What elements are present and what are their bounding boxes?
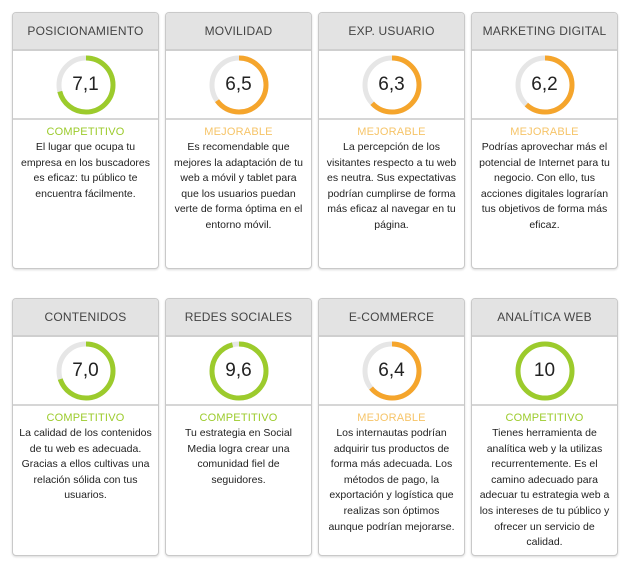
status-label: COMPETITIVO xyxy=(199,412,278,424)
score-gauge: 6,2 xyxy=(472,51,617,120)
score-card: E-COMMERCE 6,4 MEJORABLE Los internautas… xyxy=(318,298,465,556)
status-label: MEJORABLE xyxy=(204,126,273,138)
card-description: El lugar que ocupa tu empresa en los bus… xyxy=(21,141,150,200)
score-gauge: 7,0 xyxy=(13,337,158,406)
card-title: POSICIONAMIENTO xyxy=(13,13,158,51)
card-description: Podrías aprovechar más el potencial de I… xyxy=(479,141,610,231)
score-value: 9,6 xyxy=(225,359,252,381)
score-value: 6,3 xyxy=(378,73,405,95)
score-card: EXP. USUARIO 6,3 MEJORABLE La percepción… xyxy=(318,12,465,269)
score-gauge: 7,1 xyxy=(13,51,158,120)
card-description: Es recomendable que mejores la adaptació… xyxy=(174,141,303,231)
score-gauge: 6,3 xyxy=(319,51,464,120)
score-value: 6,5 xyxy=(225,73,252,95)
card-title: MARKETING DIGITAL xyxy=(472,13,617,51)
card-description: La percepción de los visitantes respecto… xyxy=(326,141,457,231)
score-gauge: 6,4 xyxy=(319,337,464,406)
card-title: ANALÍTICA WEB xyxy=(472,299,617,337)
card-title: MOVILIDAD xyxy=(166,13,311,51)
card-title: E-COMMERCE xyxy=(319,299,464,337)
score-value: 7,0 xyxy=(72,359,99,381)
card-description: La calidad de los contenidos de tu web e… xyxy=(19,427,152,502)
gauge-fill xyxy=(362,55,421,114)
score-card: REDES SOCIALES 9,6 COMPETITIVO Tu estrat… xyxy=(165,298,312,556)
score-value: 6,4 xyxy=(378,359,405,381)
card-description: Los internautas podrían adquirir tus pro… xyxy=(328,427,455,533)
gauge-fill xyxy=(56,341,115,400)
score-gauge: 6,5 xyxy=(166,51,311,120)
score-value: 7,1 xyxy=(72,73,99,95)
score-card: POSICIONAMIENTO 7,1 COMPETITIVO El lugar… xyxy=(12,12,159,269)
card-description: Tienes herramienta de analítica web y la… xyxy=(479,427,610,549)
score-card: MARKETING DIGITAL 6,2 MEJORABLE Podrías … xyxy=(471,12,618,269)
score-gauge: 9,6 xyxy=(166,337,311,406)
gauge-fill xyxy=(362,341,421,400)
status-label: COMPETITIVO xyxy=(46,412,125,424)
card-description: Tu estrategia en Social Media logra crea… xyxy=(184,427,292,486)
score-card: CONTENIDOS 7,0 COMPETITIVO La calidad de… xyxy=(12,298,159,556)
gauge-fill xyxy=(515,55,574,114)
score-gauge: 10 xyxy=(472,337,617,406)
status-label: MEJORABLE xyxy=(510,126,579,138)
card-title: REDES SOCIALES xyxy=(166,299,311,337)
card-title: CONTENIDOS xyxy=(13,299,158,337)
score-value: 10 xyxy=(533,359,556,381)
gauge-fill xyxy=(209,341,268,400)
gauge-fill xyxy=(56,55,115,114)
status-label: COMPETITIVO xyxy=(46,126,125,138)
status-label: MEJORABLE xyxy=(357,126,426,138)
status-label: MEJORABLE xyxy=(357,412,426,424)
gauge-fill xyxy=(209,55,268,114)
score-card: ANALÍTICA WEB 10 COMPETITIVO Tienes herr… xyxy=(471,298,618,556)
score-value: 6,2 xyxy=(531,73,558,95)
card-title: EXP. USUARIO xyxy=(319,13,464,51)
score-card: MOVILIDAD 6,5 MEJORABLE Es recomendable … xyxy=(165,12,312,269)
gauge-fill xyxy=(515,341,574,400)
status-label: COMPETITIVO xyxy=(505,412,584,424)
